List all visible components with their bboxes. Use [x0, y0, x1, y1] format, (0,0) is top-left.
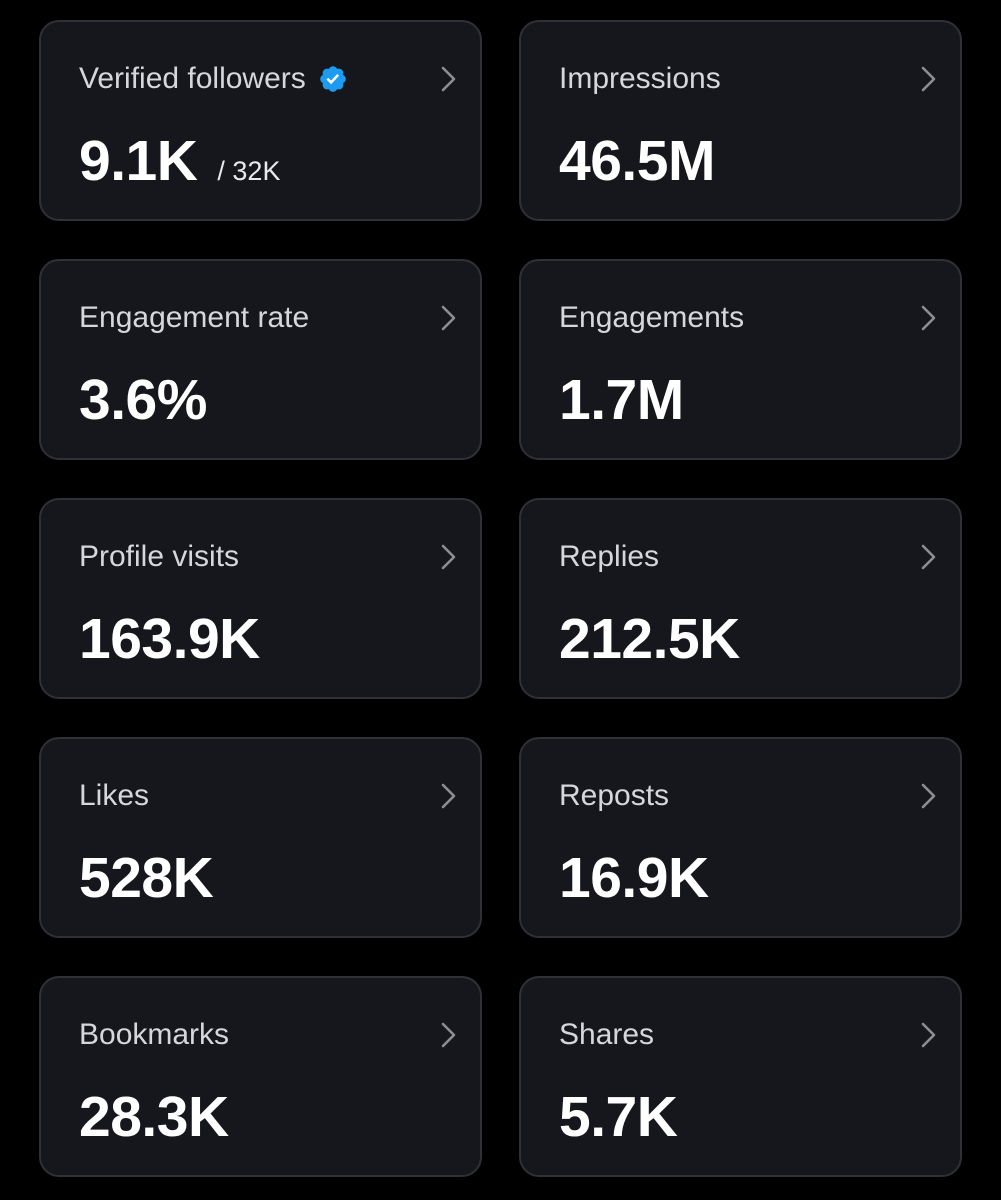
metric-value: 163.9K — [79, 607, 260, 671]
metric-label: Replies — [559, 540, 660, 573]
metric-card-likes[interactable]: Likes 528K — [39, 737, 482, 938]
metric-label: Profile visits — [79, 540, 240, 573]
metric-label: Reposts — [559, 779, 670, 812]
metric-total: / 32K — [217, 156, 281, 186]
metric-card-shares[interactable]: Shares 5.7K — [519, 976, 962, 1177]
verified-badge-icon — [319, 66, 346, 92]
metric-label-row: Engagement rate — [79, 298, 309, 338]
metric-label-row: Reposts — [559, 776, 669, 816]
metric-value-row: 528K — [79, 843, 214, 913]
chevron-right-icon — [921, 305, 936, 331]
metric-card-engagements[interactable]: Engagements 1.7M — [519, 259, 962, 460]
chevron-right-icon — [441, 1022, 456, 1048]
chevron-right-icon — [921, 544, 936, 570]
metrics-grid: Verified followers 9.1K / 32K Impression… — [39, 20, 962, 1177]
metric-value-row: 1.7M — [559, 365, 684, 435]
metric-label-row: Bookmarks — [79, 1015, 229, 1055]
metric-value: 28.3K — [79, 1085, 229, 1149]
metric-value-row: 46.5M — [559, 126, 715, 196]
metric-value: 528K — [79, 846, 214, 910]
metric-label: Bookmarks — [79, 1018, 230, 1051]
metric-label: Likes — [79, 779, 150, 812]
metric-card-impressions[interactable]: Impressions 46.5M — [519, 20, 962, 221]
metric-value: 1.7M — [559, 368, 684, 432]
chevron-right-icon — [921, 1022, 936, 1048]
metric-label-row: Verified followers — [79, 59, 348, 99]
metric-card-reposts[interactable]: Reposts 16.9K — [519, 737, 962, 938]
metric-value-row: 28.3K — [79, 1082, 229, 1152]
metric-label-row: Replies — [559, 537, 659, 577]
chevron-right-icon — [921, 783, 936, 809]
chevron-right-icon — [441, 66, 456, 92]
chevron-right-icon — [441, 305, 456, 331]
metric-value-row: 212.5K — [559, 604, 740, 674]
metric-value-row: 5.7K — [559, 1082, 678, 1152]
metric-card-replies[interactable]: Replies 212.5K — [519, 498, 962, 699]
metric-value-row: 3.6% — [79, 365, 207, 435]
metric-card-profile-visits[interactable]: Profile visits 163.9K — [39, 498, 482, 699]
metric-label-row: Likes — [79, 776, 149, 816]
metric-value-row: 16.9K — [559, 843, 709, 913]
metric-label: Engagements — [559, 301, 745, 334]
metric-label-row: Profile visits — [79, 537, 239, 577]
metric-value: 9.1K — [79, 129, 198, 193]
metric-label: Impressions — [559, 62, 721, 95]
chevron-right-icon — [441, 544, 456, 570]
metric-value: 3.6% — [79, 368, 207, 432]
metric-card-engagement-rate[interactable]: Engagement rate 3.6% — [39, 259, 482, 460]
metric-value-row: 9.1K / 32K — [79, 126, 280, 196]
metric-value-row: 163.9K — [79, 604, 260, 674]
metric-value: 5.7K — [559, 1085, 678, 1149]
chevron-right-icon — [921, 66, 936, 92]
metric-card-verified-followers[interactable]: Verified followers 9.1K / 32K — [39, 20, 482, 221]
metric-label-row: Engagements — [559, 298, 744, 338]
metric-label-row: Impressions — [559, 59, 721, 99]
metric-label: Shares — [559, 1018, 655, 1051]
metric-value: 212.5K — [559, 607, 740, 671]
metric-label: Verified followers — [79, 62, 306, 95]
metric-label: Engagement rate — [79, 301, 310, 334]
metric-card-bookmarks[interactable]: Bookmarks 28.3K — [39, 976, 482, 1177]
metric-value: 46.5M — [559, 129, 715, 193]
chevron-right-icon — [441, 783, 456, 809]
metric-value: 16.9K — [559, 846, 709, 910]
metric-label-row: Shares — [559, 1015, 654, 1055]
